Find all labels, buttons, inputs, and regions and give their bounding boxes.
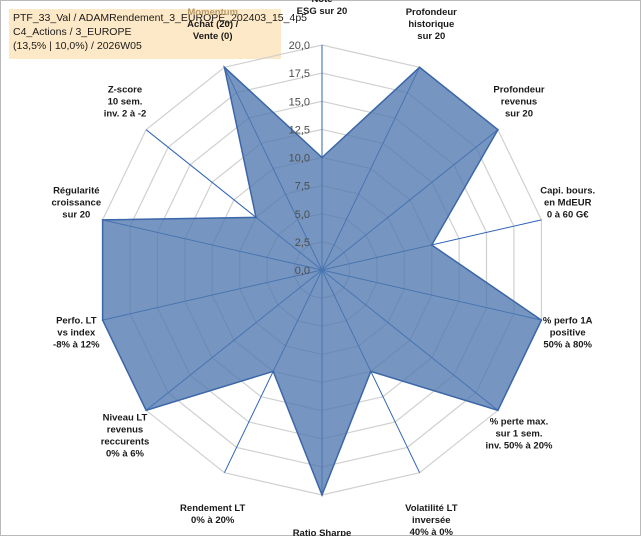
axis-label-line: Ratio Sharpe [293, 528, 352, 536]
axis-label-line: 40% à 0% [410, 527, 454, 536]
data-point-5 [497, 409, 499, 412]
axis-label-line: Capi. bours. [540, 185, 595, 196]
data-point-4 [540, 319, 543, 321]
tick-label-3: 7,5 [295, 181, 310, 193]
axis-label-line: % perte max. [490, 417, 549, 428]
axis-label-line: ESG sur 20 [297, 6, 348, 17]
axis-label-line: inv. 50% à 20% [486, 441, 553, 452]
axis-label-line: reccurents [101, 436, 150, 447]
title-line-1: PTF_33_Val / ADAMRendement_3_EUROPE_2024… [13, 12, 307, 24]
tick-label-0: 0,0 [295, 265, 310, 277]
axis-label-line: Perfo. LT [56, 316, 97, 327]
axis-label-line: sur 20 [505, 108, 533, 119]
axis-label-line: Rendement LT [180, 503, 245, 514]
axis-label-line: Niveau LT [103, 412, 148, 423]
chart-title: PTF_33_Val / ADAMRendement_3_EUROPE_2024… [9, 9, 307, 59]
data-point-13 [223, 66, 226, 69]
axis-label-line: -8% à 12% [53, 340, 100, 351]
axis-label-line: Momentum [187, 7, 238, 18]
axis-label-line: Volatilité LT [405, 503, 458, 514]
data-point-1 [418, 66, 421, 69]
axis-label-0: NoteESG sur 20 [297, 0, 348, 17]
axis-label-5: % perte max.sur 1 sem.inv. 50% à 20% [486, 417, 553, 452]
axis-label-line: 50% à 80% [543, 340, 592, 351]
tick-label-1: 2,5 [295, 237, 310, 249]
data-point-7 [321, 494, 323, 496]
axis-label-line: Régularité [53, 185, 99, 196]
axis-label-line: vs index [57, 328, 96, 339]
data-point-8 [272, 370, 275, 373]
tick-label-7: 17,5 [289, 68, 310, 80]
axis-label-line: 10 sem. [108, 96, 143, 107]
tick-label-4: 10,0 [289, 153, 310, 165]
axis-label-line: 0% à 6% [106, 448, 145, 459]
data-point-9 [145, 409, 147, 412]
tick-label-5: 12,5 [289, 124, 310, 136]
axis-label-line: sur 20 [62, 209, 90, 220]
axis-label-line: en MdEUR [544, 197, 592, 208]
axis-label-line: Profondeur [493, 84, 544, 95]
data-point-6 [370, 370, 372, 373]
axis-label-line: inversée [412, 515, 451, 526]
data-point-2 [497, 128, 499, 131]
axis-label-line: inv. 2 à -2 [104, 108, 147, 119]
axis-label-line: 0 à 60 G€ [547, 209, 589, 220]
axis-label-7: Ratio Sharpe0 à 1 [293, 528, 352, 536]
axis-label-line: Profondeur [406, 7, 457, 18]
data-point-11 [101, 219, 104, 221]
axis-label-line: historique [408, 19, 454, 30]
axis-label-line: Z-score [108, 84, 142, 95]
axis-label-line: Vente (0) [193, 31, 233, 42]
radar-series [101, 65, 543, 498]
tick-label-6: 15,0 [289, 96, 310, 108]
title-line-3: (13,5% | 10,0%) / 2026W05 [13, 40, 142, 52]
axis-label-line: % perfo 1A [543, 316, 593, 327]
radar-tick-labels: 0,0 2,5 5,0 7,5 10,0 12,5 15,0 17,5 20,0 [289, 40, 310, 277]
axis-label-line: revenus [107, 424, 143, 435]
axis-label-line: 0% à 20% [191, 515, 235, 526]
data-point-0 [321, 156, 323, 159]
data-point-3 [430, 244, 433, 246]
axis-label-line: revenus [501, 96, 537, 107]
axis-label-line: Achat (20) / [187, 19, 239, 30]
axis-label-line: positive [550, 328, 586, 339]
axis-label-line: Note [311, 0, 332, 5]
data-point-12 [255, 216, 257, 219]
axis-label-line: sur 20 [417, 31, 445, 42]
tick-label-8: 20,0 [289, 40, 310, 52]
axis-label-line: croissance [51, 197, 101, 208]
axis-label-8: Rendement LT0% à 20% [180, 503, 245, 526]
data-point-10 [101, 319, 104, 321]
axis-label-line: sur 1 sem. [496, 429, 543, 440]
title-line-2: C4_Actions / 3_EUROPE [13, 26, 132, 38]
tick-label-2: 5,0 [295, 209, 310, 221]
